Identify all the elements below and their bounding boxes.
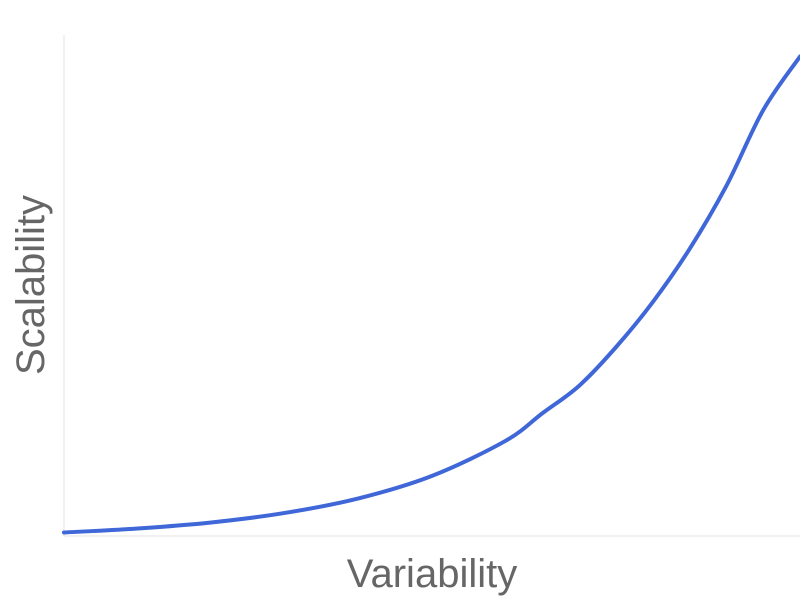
series-line-0 <box>62 54 800 535</box>
y-axis-label: Scalability <box>9 195 53 375</box>
series-layer <box>62 54 800 535</box>
x-axis-label: Variability <box>347 552 517 596</box>
